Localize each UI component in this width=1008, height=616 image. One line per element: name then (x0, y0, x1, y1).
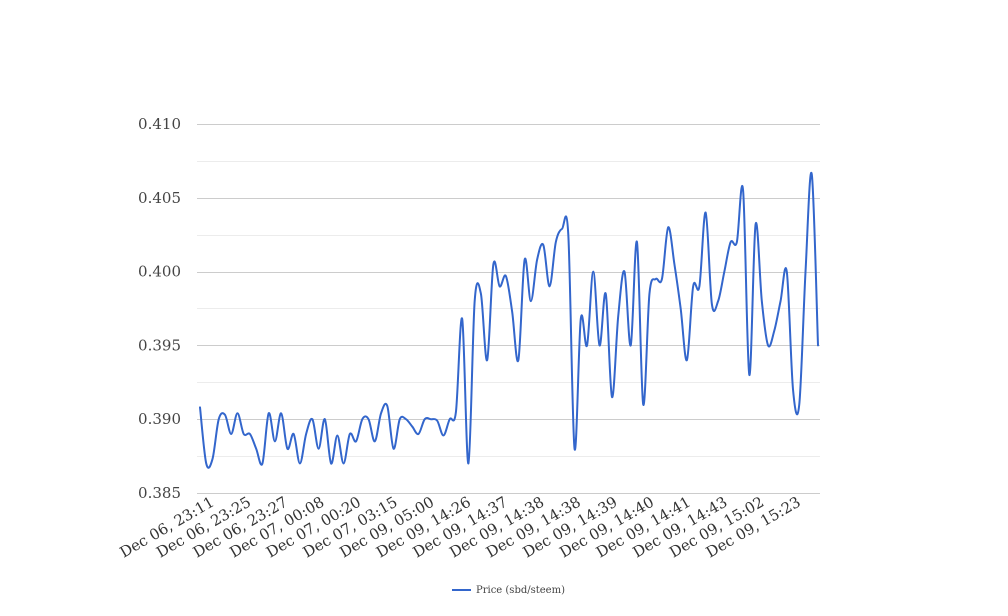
y-tick-label: 0.400 (138, 263, 181, 281)
y-axis-ticks: 0.385 0.390 0.395 0.400 0.405 0.410 (138, 115, 181, 502)
y-tick-label: 0.405 (138, 189, 181, 207)
y-tick-label: 0.410 (138, 115, 181, 133)
legend-label: Price (sbd/steem) (476, 585, 565, 596)
y-tick-label: 0.395 (138, 336, 181, 354)
gridlines (197, 124, 820, 494)
y-tick-label: 0.385 (138, 484, 181, 502)
legend[interactable]: Price (sbd/steem) (452, 585, 565, 596)
y-tick-label: 0.390 (138, 410, 181, 428)
series-line-price (199, 171, 819, 469)
